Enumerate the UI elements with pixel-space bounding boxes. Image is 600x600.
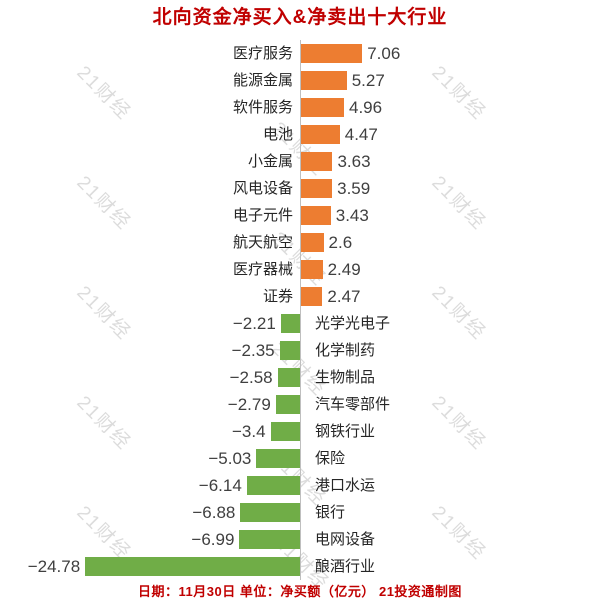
bar-negative — [280, 314, 300, 333]
bar-positive — [301, 287, 323, 306]
bar-row: 医疗服务 7.06 — [0, 40, 600, 67]
bar-row: 电池 4.47 — [0, 121, 600, 148]
bar-positive — [301, 179, 333, 198]
industry-label: 化学制药 — [315, 342, 376, 359]
bar-row: 生物制品 −2.58 — [0, 364, 600, 391]
value-label: 3.63 — [337, 152, 371, 171]
value-label: 3.43 — [335, 206, 369, 225]
industry-label: 生物制品 — [315, 369, 376, 386]
industry-label: 酿酒行业 — [315, 558, 376, 575]
industry-label: 汽车零部件 — [315, 396, 391, 413]
value-label: 7.06 — [367, 44, 401, 63]
bar-positive — [301, 206, 331, 225]
bar-row: 银行 −6.88 — [0, 499, 600, 526]
value-label: 3.59 — [337, 179, 371, 198]
value-label: −6.14 — [198, 476, 242, 495]
bar-negative — [85, 557, 300, 576]
industry-label: 光学光电子 — [315, 315, 391, 332]
value-label: 4.47 — [344, 125, 378, 144]
value-label: 5.27 — [351, 71, 385, 90]
industry-label: 小金属 — [247, 153, 293, 170]
bar-row: 钢铁行业 −3.4 — [0, 418, 600, 445]
bar-negative — [239, 530, 300, 549]
chart-title: 北向资金净买入&净卖出十大行业 — [152, 7, 448, 28]
value-label: −6.99 — [191, 530, 235, 549]
bar-row: 电网设备 −6.99 — [0, 526, 600, 553]
value-label: −3.4 — [231, 422, 266, 441]
bar-negative — [275, 395, 300, 414]
bar-row: 化学制药 −2.35 — [0, 337, 600, 364]
bar-negative — [279, 341, 300, 360]
bar-positive — [301, 152, 333, 171]
bar-negative — [240, 503, 300, 522]
industry-label: 电池 — [262, 126, 293, 143]
bar-positive — [301, 233, 324, 252]
value-label: 2.6 — [328, 233, 353, 252]
value-label: −24.78 — [27, 557, 81, 576]
industry-label: 医疗器械 — [232, 261, 293, 278]
bar-row: 医疗器械 2.49 — [0, 256, 600, 283]
industry-label: 保险 — [315, 450, 346, 467]
industry-label: 钢铁行业 — [315, 423, 376, 440]
value-label: 2.49 — [327, 260, 361, 279]
industry-label: 港口水运 — [315, 477, 376, 494]
bar-row: 保险 −5.03 — [0, 445, 600, 472]
bar-row: 港口水运 −6.14 — [0, 472, 600, 499]
value-label: −2.21 — [232, 314, 276, 333]
bar-row: 证券 2.47 — [0, 283, 600, 310]
bar-positive — [301, 71, 347, 90]
bar-positive — [301, 44, 363, 63]
value-label: −6.88 — [192, 503, 236, 522]
bar-row: 航天航空 2.6 — [0, 229, 600, 256]
industry-label: 银行 — [315, 504, 346, 521]
industry-label: 电网设备 — [315, 531, 376, 548]
value-label: −2.79 — [227, 395, 271, 414]
bar-row: 酿酒行业 −24.78 — [0, 553, 600, 580]
bar-row: 光学光电子 −2.21 — [0, 310, 600, 337]
bar-negative — [277, 368, 300, 387]
bar-row: 小金属 3.63 — [0, 148, 600, 175]
bar-positive — [301, 260, 323, 279]
bar-negative — [246, 476, 300, 495]
industry-label: 航天航空 — [232, 234, 293, 251]
bar-row: 电子元件 3.43 — [0, 202, 600, 229]
bar-negative — [270, 422, 300, 441]
zero-axis-line — [300, 40, 301, 580]
bar-negative — [256, 449, 300, 468]
value-label: −2.35 — [231, 341, 275, 360]
value-label: −2.58 — [229, 368, 273, 387]
industry-label: 能源金属 — [232, 72, 293, 89]
bar-row: 软件服务 4.96 — [0, 94, 600, 121]
value-label: −5.03 — [208, 449, 252, 468]
value-label: 4.96 — [349, 98, 383, 117]
industry-label: 软件服务 — [232, 99, 293, 116]
chart-footnote: 日期：11月30日 单位：净买额（亿元） 21投资通制图 — [138, 584, 462, 599]
bar-positive — [301, 98, 344, 117]
bar-row: 汽车零部件 −2.79 — [0, 391, 600, 418]
bar-positive — [301, 125, 340, 144]
bar-row: 风电设备 3.59 — [0, 175, 600, 202]
industry-label: 证券 — [262, 288, 293, 305]
industry-label: 医疗服务 — [232, 45, 293, 62]
bar-row: 能源金属 5.27 — [0, 67, 600, 94]
industry-label: 风电设备 — [232, 180, 293, 197]
value-label: 2.47 — [327, 287, 361, 306]
industry-label: 电子元件 — [232, 207, 293, 224]
